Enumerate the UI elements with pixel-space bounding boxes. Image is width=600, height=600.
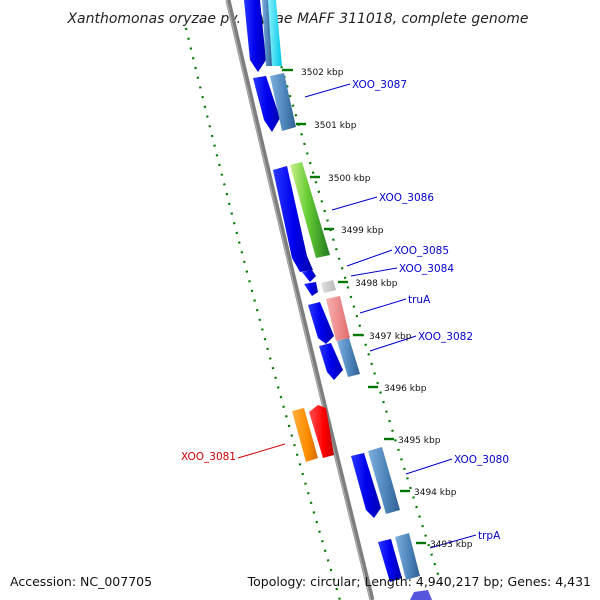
gene-trpa	[395, 533, 420, 580]
tick-label: 3498 kbp	[355, 279, 398, 289]
gene-xoo-3085b	[304, 282, 318, 296]
tick-label: 3497 kbp	[369, 332, 412, 342]
gene-cds-3086a	[273, 166, 313, 272]
gene-features	[244, 0, 432, 600]
tick-label: 3493 kbp	[430, 540, 473, 550]
gene-label-xoo-3087: XOO_3087	[352, 79, 407, 91]
tick-label: 3500 kbp	[328, 174, 371, 184]
gene-cds-trpa-a	[378, 539, 402, 582]
accession-text: Accession: NC_007705	[10, 574, 152, 589]
topology-text: Topology: circular; Length: 4,940,217 bp…	[247, 574, 591, 589]
gene-label-xoo-3080: XOO_3080	[454, 454, 509, 466]
tick-label: 3494 kbp	[414, 488, 457, 498]
page-title: Xanthomonas oryzae pv. oryzae MAFF 31101…	[66, 11, 528, 27]
gene-xoo-3080	[368, 447, 400, 514]
inner-dotted-ring	[184, 27, 342, 600]
gene-xoo-3081	[309, 405, 334, 458]
genome-backbone	[225, 0, 375, 600]
tick-label: 3502 kbp	[301, 68, 344, 78]
gene-labels: XOO_3087 XOO_3086 XOO_3085 XOO_3084 truA…	[181, 79, 509, 542]
gene-cds-trua-a	[308, 302, 334, 344]
tick-labels: 3502 kbp 3501 kbp 3500 kbp 3499 kbp 3498…	[301, 68, 473, 550]
gene-cds-3087a	[253, 76, 280, 132]
gene-orange-3081a	[292, 408, 318, 462]
gene-xoo-3085	[302, 270, 316, 282]
tick-label: 3496 kbp	[384, 384, 427, 394]
gene-label-trua: truA	[408, 294, 431, 306]
gene-label-trpa: trpA	[478, 530, 501, 542]
gene-steel-top	[262, 0, 272, 66]
label-leaders	[237, 83, 477, 549]
gene-xoo-3086	[290, 162, 330, 258]
gene-xoo-3084	[321, 280, 336, 293]
tick-label: 3495 kbp	[398, 436, 441, 446]
gene-label-xoo-3085: XOO_3085	[394, 245, 449, 257]
tick-label: 3501 kbp	[314, 121, 357, 131]
gene-trua	[326, 296, 350, 341]
gene-label-xoo-3082: XOO_3082	[418, 331, 473, 343]
outer-dotted-ring	[268, 27, 445, 591]
gene-xoo-3087	[270, 73, 296, 131]
gene-cds-top	[244, 0, 266, 72]
gene-label-xoo-3086: XOO_3086	[379, 192, 434, 204]
gene-label-xoo-3084: XOO_3084	[399, 263, 454, 275]
gene-xoo-3082	[337, 338, 360, 377]
gene-cds-3080a	[351, 453, 381, 518]
gene-bottom-partial	[410, 590, 432, 600]
tick-marks	[282, 68, 426, 545]
gene-cds-3082a	[319, 343, 343, 380]
tick-label: 3499 kbp	[341, 226, 384, 236]
gene-label-xoo-3081: XOO_3081	[181, 451, 236, 463]
gene-cyan-top	[266, 0, 282, 66]
